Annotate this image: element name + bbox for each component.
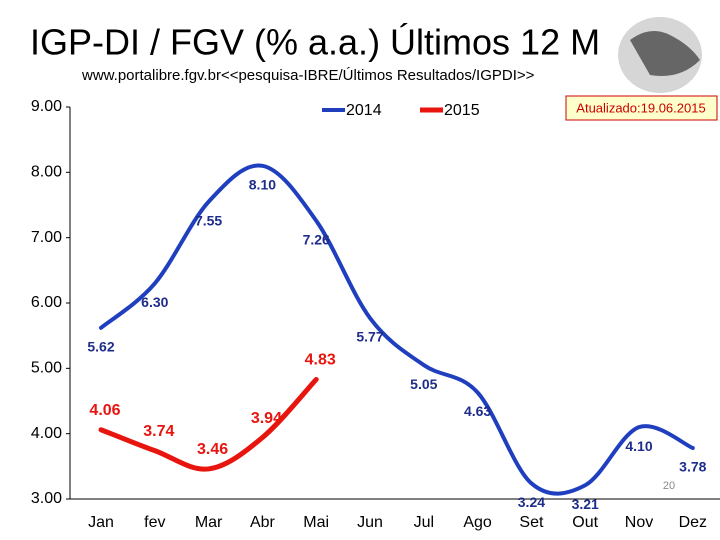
data-label: 5.62 bbox=[87, 339, 114, 355]
y-tick-label: 4.00 bbox=[31, 425, 62, 442]
annotation: Atualizado:19.06.2015 bbox=[576, 100, 705, 115]
x-tick-label: Jun bbox=[357, 514, 383, 531]
data-label: 7.26 bbox=[303, 231, 330, 247]
x-tick-label: Jan bbox=[88, 514, 114, 531]
x-tick-label: Mar bbox=[195, 514, 223, 531]
chart-title: IGP-DI / FGV (% a.a.) Últimos 12 M bbox=[30, 22, 600, 63]
series-line bbox=[99, 163, 695, 496]
y-tick-label: 9.00 bbox=[31, 98, 62, 115]
y-tick-label: 3.00 bbox=[31, 490, 62, 507]
y-tick-label: 7.00 bbox=[31, 229, 62, 246]
chart-subtitle: www.portalibre.fgv.br<<pesquisa-IBRE/Últ… bbox=[81, 67, 535, 84]
data-label: 3.78 bbox=[679, 459, 706, 475]
data-label: 3.94 bbox=[251, 410, 282, 427]
x-tick-label: Ago bbox=[463, 514, 492, 531]
data-label: 4.83 bbox=[305, 352, 336, 369]
data-label: 7.55 bbox=[195, 212, 222, 228]
data-label: 3.46 bbox=[197, 441, 228, 458]
data-label: 3.24 bbox=[518, 494, 545, 510]
data-label: 3.74 bbox=[143, 423, 174, 440]
logo bbox=[618, 17, 702, 93]
x-tick-label: Nov bbox=[625, 514, 653, 531]
data-label: 4.06 bbox=[89, 402, 120, 419]
data-label: 5.77 bbox=[356, 329, 383, 345]
series-line bbox=[98, 376, 319, 472]
data-label: 3.21 bbox=[572, 496, 599, 512]
y-tick-label: 8.00 bbox=[31, 164, 62, 181]
x-tick-label: Jul bbox=[414, 514, 434, 531]
data-label: 4.63 bbox=[464, 403, 491, 419]
data-label: 6.30 bbox=[141, 294, 168, 310]
x-tick-label: Dez bbox=[679, 514, 707, 531]
annotation-box bbox=[565, 95, 718, 121]
data-label: 8.10 bbox=[249, 177, 276, 193]
legend-label: 2014 bbox=[346, 102, 382, 119]
x-tick-label: Abr bbox=[250, 514, 276, 531]
x-tick-label: fev bbox=[144, 514, 165, 531]
data-label: 4.10 bbox=[625, 438, 652, 454]
x-tick-label: Out bbox=[572, 514, 598, 531]
page-number: 20 bbox=[663, 480, 675, 492]
x-tick-label: Mai bbox=[303, 514, 329, 531]
x-tick-label: Set bbox=[519, 514, 544, 531]
y-tick-label: 6.00 bbox=[31, 294, 62, 311]
y-tick-label: 5.00 bbox=[31, 360, 62, 377]
data-label: 5.05 bbox=[410, 376, 437, 392]
legend-label: 2015 bbox=[444, 102, 480, 119]
